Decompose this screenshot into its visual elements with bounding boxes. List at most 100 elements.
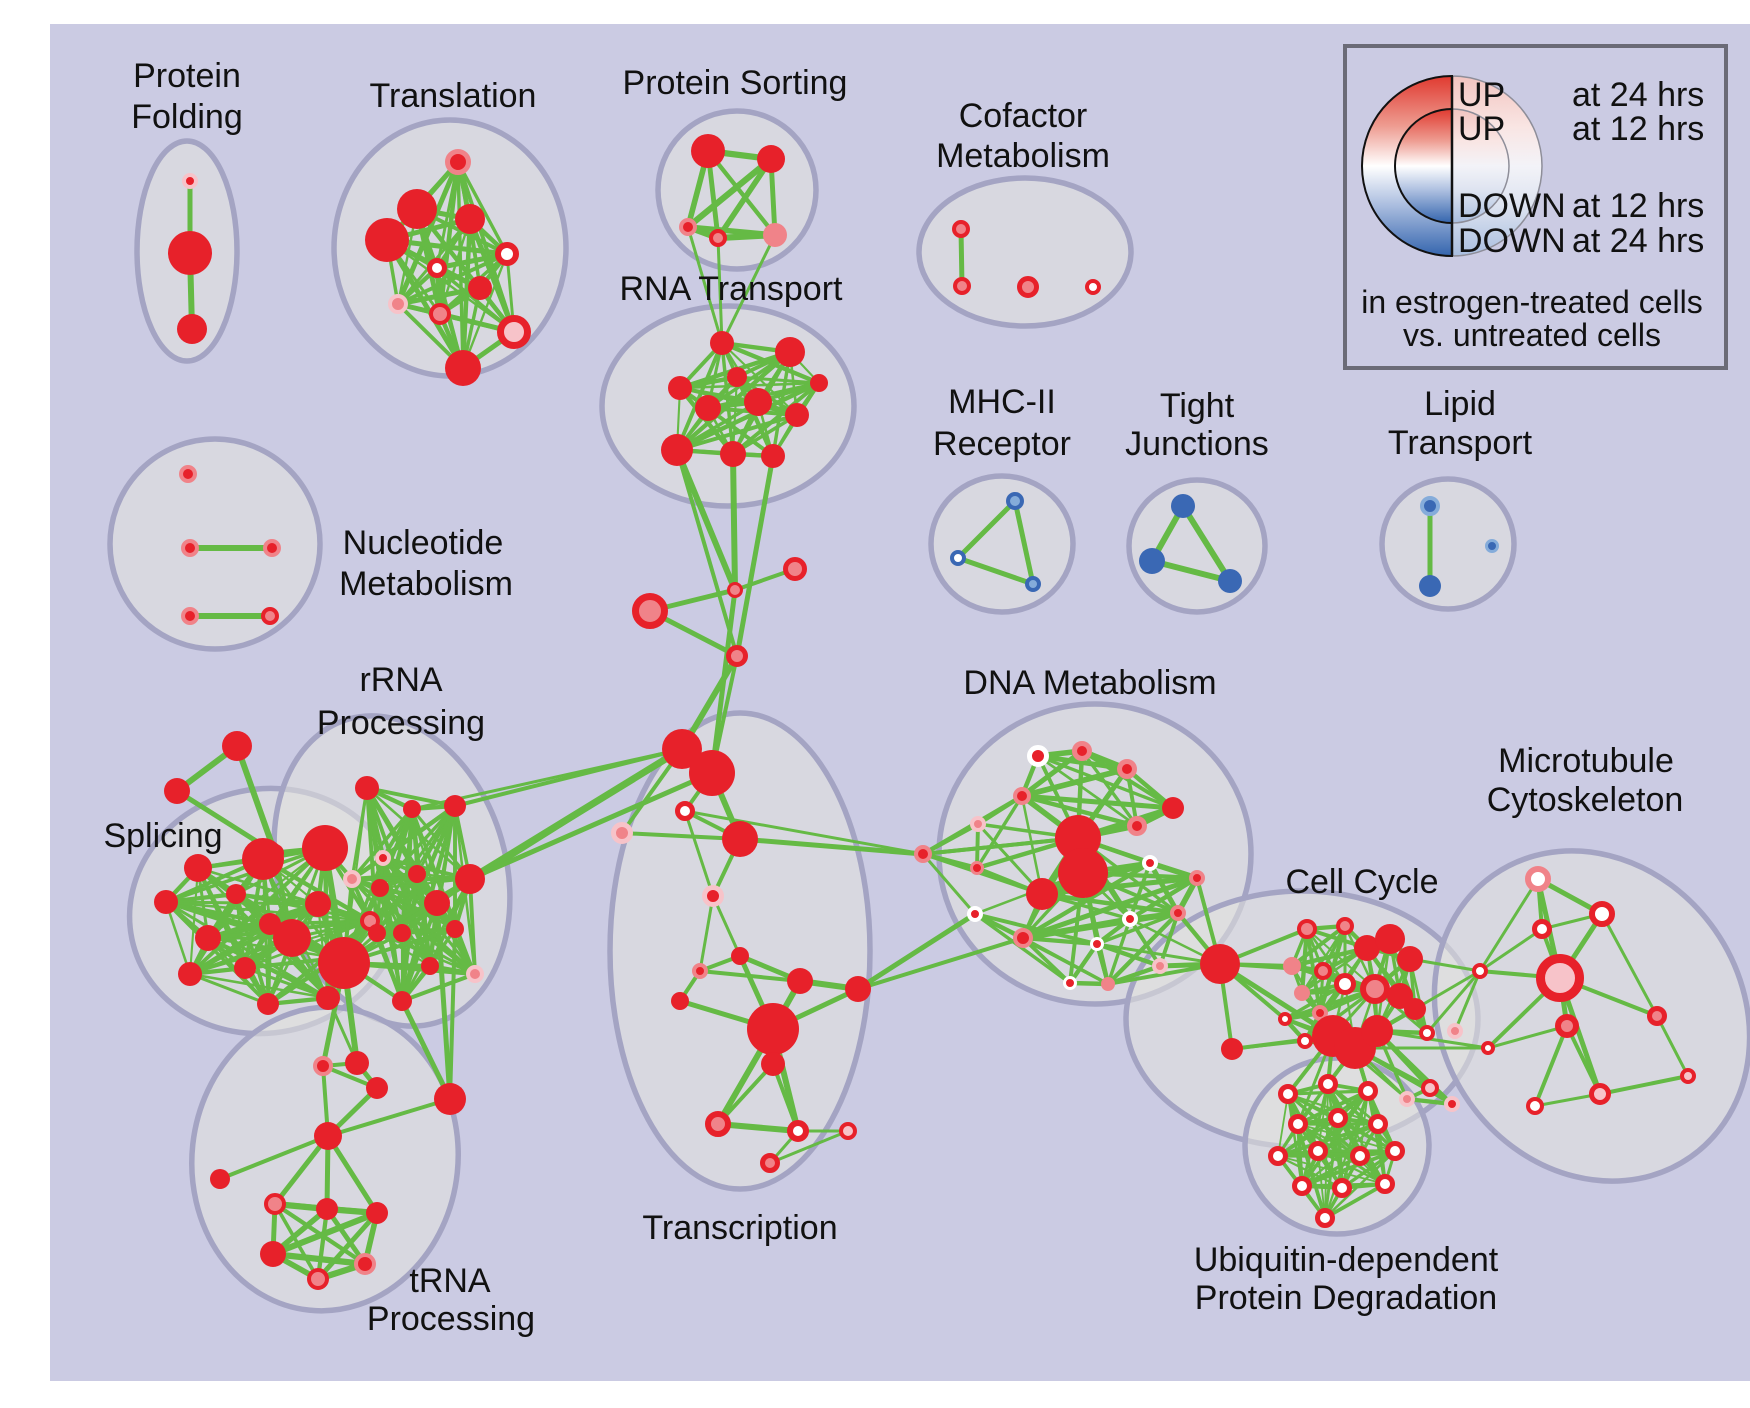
edge-dm2-dm4 (1019, 748, 1085, 799)
edge-ub5-ub14 (1323, 1116, 1340, 1220)
node-tc9 (761, 1052, 785, 1076)
node-dm3 (1117, 759, 1137, 779)
edge-dm6-dm16 (921, 852, 977, 916)
edge-tc14-dm16 (855, 911, 978, 992)
edge-mtb2-mt6 (1486, 1024, 1569, 1050)
edge-dm19-dm21 (1067, 941, 1100, 986)
cluster-label-rrna-2: Processing (317, 704, 485, 742)
node-tc2 (702, 885, 724, 907)
node-ps4 (709, 229, 727, 247)
node-tn1 (345, 1051, 369, 1075)
edge-rr6-rr16 (378, 886, 404, 1003)
node-ub13 (1375, 1174, 1395, 1194)
edge-tn5-tn9 (325, 1133, 380, 1216)
node-rt8 (810, 374, 828, 392)
node-dm6 (914, 845, 932, 863)
edge-dm13-dm18 (1128, 861, 1152, 921)
edge-tn9-tn12 (315, 1210, 380, 1282)
edge-tc9-tc10 (716, 1062, 775, 1126)
node-cc2 (1336, 917, 1354, 935)
node-cc14 (1278, 1012, 1292, 1026)
cluster-label-trna-1: tRNA (409, 1262, 491, 1300)
node-rr8 (424, 890, 450, 916)
node-tl11 (445, 350, 481, 386)
edge-rt9-hb6 (675, 448, 739, 658)
edge-ub5-ub7 (1276, 1116, 1340, 1158)
edge-tn5-tn7 (272, 1133, 331, 1207)
cluster-tight-junctions (1126, 477, 1268, 615)
edge-dm14-dm17 (1020, 875, 1200, 941)
node-tl10 (497, 315, 531, 349)
edge-hb4-hb2 (709, 587, 738, 776)
edge-dm5-dm6 (920, 821, 981, 857)
legend-inner-left-half (1394, 107, 1453, 225)
node-ub5 (1328, 1108, 1348, 1128)
edge-tl4-tl10 (385, 238, 516, 334)
edge-ps2-ps3 (684, 155, 775, 231)
node-mt1 (1525, 866, 1551, 892)
node-rr10 (393, 924, 411, 942)
edge-tl7-tl8 (395, 285, 483, 307)
node-dm2 (1072, 741, 1092, 761)
edge-rt4-rt8 (735, 375, 821, 385)
edge-dm14-dm18 (1127, 875, 1200, 922)
edge-cc24-cc15 (1230, 1039, 1307, 1051)
edge-tn4-tn5 (326, 1097, 452, 1138)
node-rt6 (744, 388, 772, 416)
node-rr4 (375, 850, 391, 866)
node-cc1 (1297, 919, 1317, 939)
edge-rr7-rr9 (375, 872, 419, 935)
node-hb6 (726, 645, 748, 667)
edge-sp9-sp14 (188, 972, 330, 1000)
edge-mtb1-mt1 (1478, 877, 1540, 973)
cluster-label-microtubule-2: Cytoskeleton (1487, 781, 1684, 819)
edge-cc18-cc22 (1375, 1029, 1454, 1106)
node-tc3 (722, 821, 758, 857)
edge-rt1-rt9 (675, 341, 724, 452)
node-mh2 (950, 550, 966, 566)
edge-rt8-rt10 (731, 381, 821, 456)
node-cc4 (1375, 924, 1405, 954)
edge-tl4-tl11 (384, 237, 466, 371)
node-ps2 (757, 145, 785, 173)
edge-mt2-mt5 (1600, 912, 1659, 1018)
edge-tc1-dm6 (683, 809, 925, 856)
edge-tn4-rr11 (448, 927, 457, 1101)
edge-ub10-ub11 (1300, 1149, 1397, 1188)
node-mh3 (1025, 576, 1041, 592)
cluster-label-mhc-1: MHC-II (948, 383, 1056, 421)
node-nm2 (181, 539, 199, 557)
cluster-label-cofactor-2: Metabolism (936, 137, 1110, 175)
node-tn11 (354, 1253, 376, 1275)
node-pf2 (168, 231, 212, 275)
node-nm3 (263, 539, 281, 557)
edge-mh1-mh2 (955, 498, 1018, 561)
edge-sp4-sp13 (164, 900, 270, 1006)
node-ps5 (763, 223, 787, 247)
node-nm4 (181, 607, 199, 625)
edge-dm13-dm17 (1020, 860, 1153, 941)
node-ub1 (1278, 1084, 1298, 1104)
node-rr5 (343, 870, 361, 888)
node-cc11 (1404, 998, 1426, 1020)
node-mt3 (1532, 919, 1552, 939)
node-tn10 (260, 1241, 286, 1267)
node-nm1 (179, 465, 197, 483)
node-cc13 (1312, 1005, 1328, 1021)
node-rr11 (446, 920, 464, 938)
node-cc23 (1399, 1091, 1415, 1107)
node-pf1 (182, 173, 198, 189)
edge-tc12-tc13 (768, 1129, 850, 1165)
edge-rr1-rr9 (365, 786, 379, 935)
node-cc12 (1294, 985, 1310, 1001)
node-dm1 (1027, 745, 1049, 767)
node-tl6 (427, 258, 447, 278)
edge-dm20-dm15 (1158, 911, 1180, 968)
node-mtb1 (1472, 963, 1488, 979)
node-rt4 (727, 367, 747, 387)
cluster-label-protein-folding-1: Protein (133, 57, 241, 95)
edge-dm17-dm22 (1021, 936, 1110, 986)
node-ub14 (1315, 1208, 1335, 1228)
